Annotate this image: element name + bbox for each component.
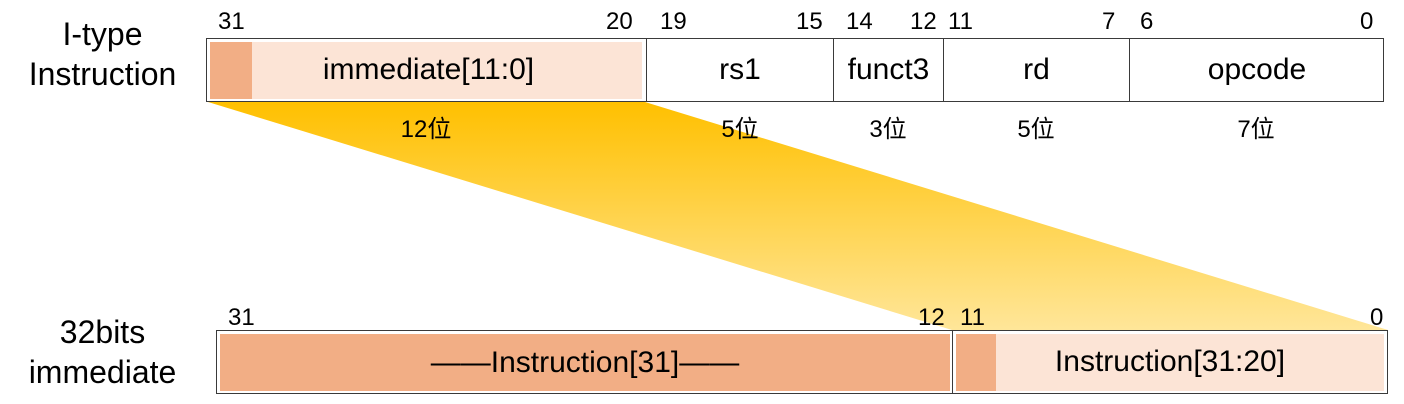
top-bit-15: 15 xyxy=(796,8,823,35)
immediate-low-field xyxy=(996,334,1384,391)
top-bit-12: 12 xyxy=(910,8,937,35)
immediate-field xyxy=(252,42,642,99)
top-bit-31: 31 xyxy=(218,8,245,35)
bottom-bit-31: 31 xyxy=(228,304,255,331)
itype-label-line2: Instruction xyxy=(28,56,177,92)
top-bit-20: 20 xyxy=(606,8,633,35)
bottom-sign-bit-box xyxy=(956,334,996,391)
divider-rs1-funct3 xyxy=(833,38,834,102)
divider-rd-opcode xyxy=(1129,38,1130,102)
itype-label-line1: I-type xyxy=(62,16,143,52)
opcode-field: opcode xyxy=(1207,53,1307,86)
bottom-bit-0: 0 xyxy=(1370,304,1384,331)
divider-imm-rs1 xyxy=(646,38,647,102)
projection-shape xyxy=(208,102,1388,330)
top-bit-19: 19 xyxy=(660,8,687,35)
immediate-field-label: immediate[11:0] xyxy=(322,53,535,86)
sign-extension-field: ——Instruction[31]—— xyxy=(220,334,950,391)
opcode-width-label: 7位 xyxy=(1237,116,1275,143)
itype-label: I-type Instruction xyxy=(10,14,195,94)
funct3-width-label: 3位 xyxy=(869,116,907,143)
immediate32-label-line2: immediate xyxy=(28,354,177,390)
bottom-bit-12: 12 xyxy=(918,304,945,331)
rs1-field: rs1 xyxy=(719,53,761,86)
rs1-width-label: 5位 xyxy=(721,116,759,143)
funct3-field: funct3 xyxy=(847,53,930,86)
immediate32-label-line1: 32bits xyxy=(59,314,146,350)
immediate-width-label: 12位 xyxy=(400,116,452,143)
rd-field: rd xyxy=(1023,53,1050,86)
top-bit-14: 14 xyxy=(846,8,873,35)
top-bit-7: 7 xyxy=(1102,8,1116,35)
top-bit-11: 11 xyxy=(948,8,973,35)
bottom-bit-11: 11 xyxy=(960,304,985,331)
rd-width-label: 5位 xyxy=(1017,116,1055,143)
divider-funct3-rd xyxy=(943,38,944,102)
top-bit-6: 6 xyxy=(1140,8,1154,35)
immediate-low-field-label: Instruction[31:20] xyxy=(1054,345,1286,378)
top-sign-bit-box xyxy=(210,42,252,99)
divider-ext-imm xyxy=(952,330,953,394)
top-bit-0: 0 xyxy=(1360,8,1374,35)
immediate32-label: 32bits immediate xyxy=(10,312,195,392)
